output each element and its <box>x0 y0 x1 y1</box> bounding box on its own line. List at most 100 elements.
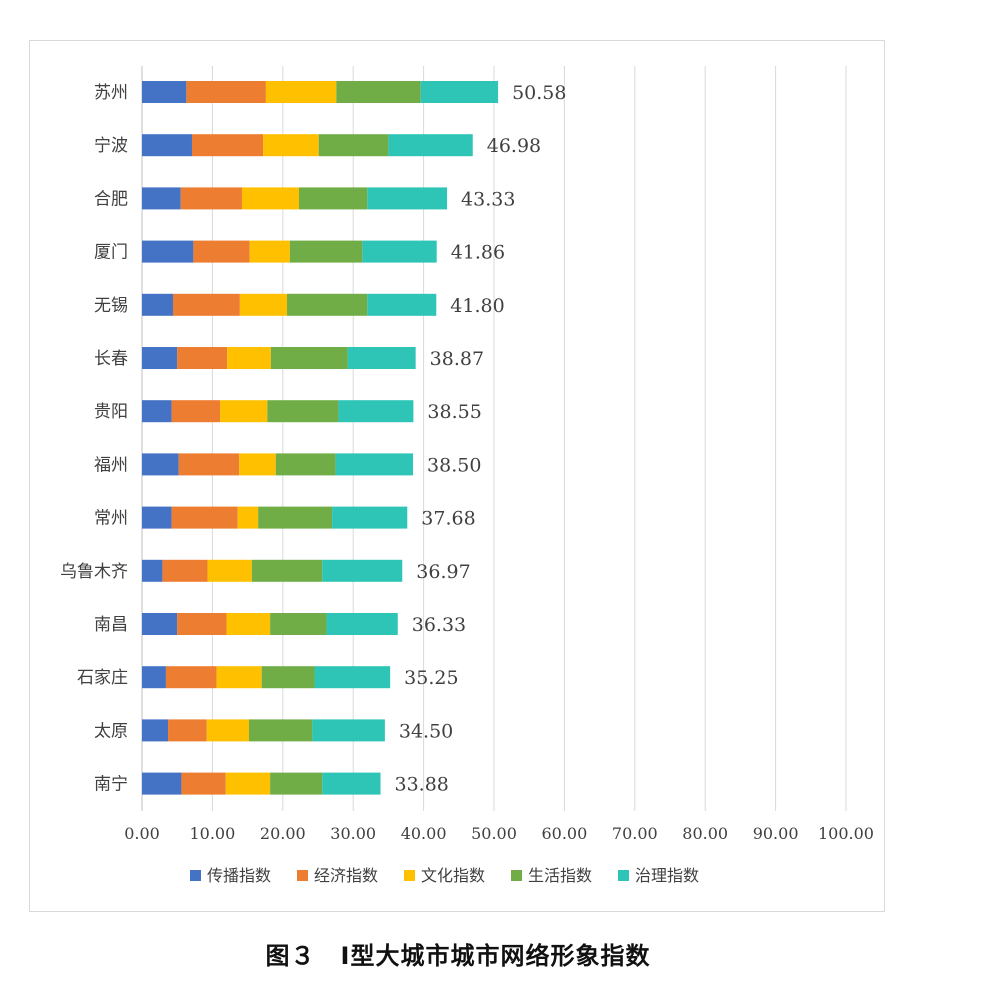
bar-segment <box>142 81 187 103</box>
legend-item: 传播指数 <box>190 866 271 885</box>
category-label: 合肥 <box>94 189 128 209</box>
bar-segment <box>332 506 408 529</box>
bar-segment <box>186 81 266 103</box>
bar-segment <box>227 347 271 369</box>
total-value-label: 37.68 <box>421 508 475 530</box>
figure-caption: 图３ Ⅰ型大城市城市网络形象指数 <box>265 942 651 970</box>
legend-swatch <box>297 870 308 881</box>
category-label: 南昌 <box>94 615 128 635</box>
bar-segment <box>367 293 437 316</box>
total-value-label: 35.25 <box>404 667 458 689</box>
legend-item: 治理指数 <box>618 866 699 885</box>
legend-item: 生活指数 <box>511 866 592 885</box>
bar-segment <box>267 400 339 423</box>
bar-segment <box>142 453 179 476</box>
bar-segment <box>165 666 217 689</box>
bar-segment <box>142 400 172 423</box>
category-label: 石家庄 <box>77 668 128 688</box>
bar-segment <box>338 400 414 423</box>
bar-segment <box>388 134 473 157</box>
bar-segment <box>275 453 336 476</box>
bar-segment <box>258 506 333 529</box>
total-value-label: 41.80 <box>450 295 504 317</box>
bar-segment <box>336 81 421 103</box>
bar-segment <box>347 347 416 369</box>
bar-segment <box>251 559 323 582</box>
x-tick-label: 90.00 <box>753 824 799 843</box>
legend-label: 生活指数 <box>528 866 592 885</box>
category-label: 福州 <box>94 455 128 475</box>
bar-segment <box>216 666 262 689</box>
total-value-label: 41.86 <box>451 242 505 264</box>
bar-segment <box>318 134 389 157</box>
legend-label: 文化指数 <box>421 866 485 885</box>
bar-segment <box>241 187 299 210</box>
x-axis-tick-labels: 0.00 10.00 20.00 30.00 40.00 50.00 60.00 70.00 8… <box>124 824 874 843</box>
bar-segment <box>142 613 178 635</box>
bars <box>142 81 499 795</box>
bar-segment <box>142 187 181 210</box>
x-tick-label: 30.00 <box>330 824 376 843</box>
bar-segment <box>322 559 403 582</box>
bar-segment <box>181 772 226 795</box>
bar-segment <box>312 719 385 742</box>
total-value-label: 33.88 <box>395 774 449 796</box>
bar-segment <box>261 666 315 689</box>
category-label: 乌鲁木齐 <box>60 562 128 582</box>
bar-segment <box>249 719 313 742</box>
category-label: 南宁 <box>94 775 128 795</box>
bar-segment <box>287 293 368 316</box>
bar-segment <box>270 772 323 795</box>
bar-segment <box>193 240 250 263</box>
total-value-label: 50.58 <box>512 82 566 104</box>
total-value-label: 46.98 <box>487 135 541 157</box>
bar-segment <box>249 240 290 263</box>
bar-segment <box>168 719 207 742</box>
bar-segment <box>171 400 221 423</box>
category-label: 长春 <box>94 349 128 369</box>
legend-swatch <box>404 870 415 881</box>
legend-swatch <box>511 870 522 881</box>
category-label: 厦门 <box>94 243 128 263</box>
x-tick-label: 70.00 <box>612 824 658 843</box>
x-tick-label: 40.00 <box>401 824 447 843</box>
bar-segment <box>270 347 348 369</box>
bar-segment <box>263 134 319 157</box>
category-label: 无锡 <box>94 296 128 316</box>
bar-segment <box>172 293 240 316</box>
grid-lines <box>141 66 847 811</box>
category-label: 贵阳 <box>94 402 128 422</box>
bar-segment <box>298 187 368 210</box>
x-tick-label: 50.00 <box>471 824 517 843</box>
total-value-label: 38.50 <box>427 454 481 476</box>
bar-segment <box>367 187 448 210</box>
bar-segment <box>180 187 242 210</box>
bar-segment <box>142 559 163 582</box>
bar-segment <box>142 134 192 157</box>
bar-segment <box>142 240 194 263</box>
bar-segment <box>142 347 178 369</box>
bar-segment <box>270 613 327 635</box>
total-value-label: 36.33 <box>412 614 466 636</box>
x-tick-label: 20.00 <box>260 824 306 843</box>
x-tick-label: 60.00 <box>541 824 587 843</box>
bar-segment <box>225 772 271 795</box>
legend-swatch <box>190 870 201 881</box>
bar-segment <box>207 559 252 582</box>
bar-segment <box>265 81 337 103</box>
legend-label: 传播指数 <box>207 866 271 885</box>
total-value-label: 36.97 <box>416 561 470 583</box>
bar-segment <box>177 613 227 635</box>
total-value-label: 43.33 <box>461 188 515 210</box>
chart-frame: 苏州 宁波 合肥 厦门 无锡 长春 贵阳 福州 常州 乌鲁木齐 南昌 石家庄 太原 南宁 50.58 46.… <box>29 40 885 912</box>
total-value-label: 38.55 <box>427 401 481 423</box>
bar-segment <box>226 613 271 635</box>
bar-segment <box>142 719 169 742</box>
bar-segment <box>420 81 499 103</box>
legend-item: 经济指数 <box>297 866 378 885</box>
total-labels: 50.58 46.98 43.33 41.86 41.80 38.87 38.55 38.50… <box>395 82 567 796</box>
category-label: 太原 <box>94 721 128 741</box>
bar-segment <box>239 293 288 316</box>
x-tick-label: 0.00 <box>124 824 160 843</box>
bar-segment <box>162 559 208 582</box>
